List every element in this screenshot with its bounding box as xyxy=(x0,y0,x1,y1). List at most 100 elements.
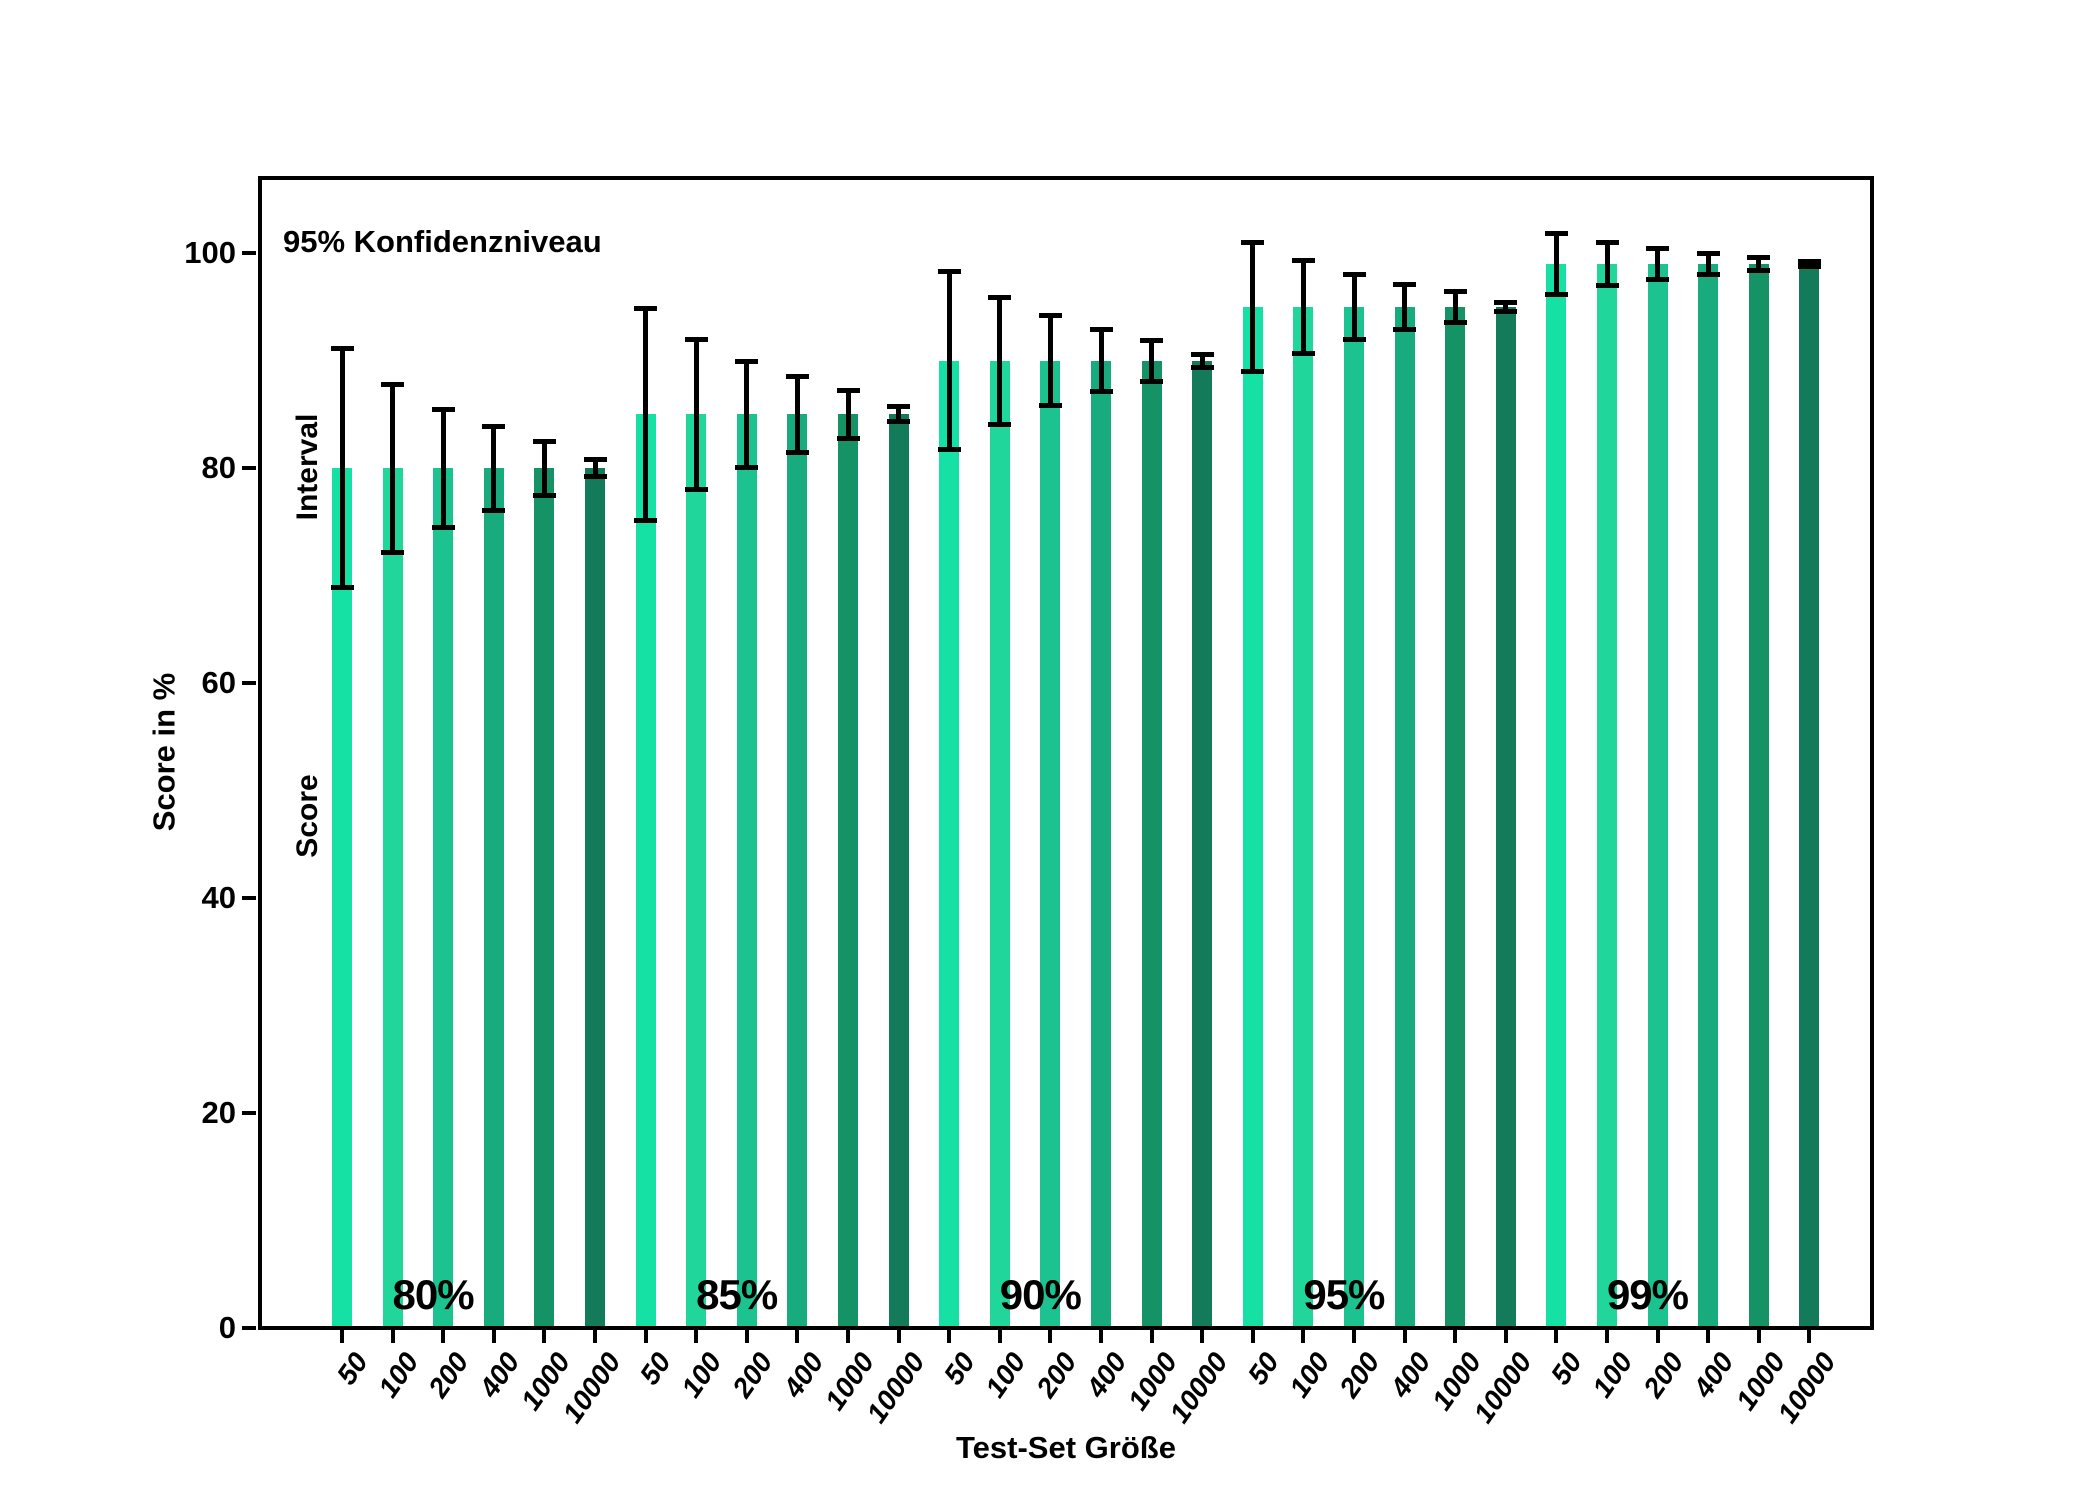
x-tick-mark-11 xyxy=(896,1330,901,1343)
x-tick-mark-3 xyxy=(491,1330,496,1343)
x-tick-mark-8 xyxy=(744,1330,749,1343)
score-annotation: Score xyxy=(291,774,324,858)
y-tick-label-80: 80 xyxy=(201,450,236,486)
error-cap-bottom-99-400 xyxy=(1696,272,1720,278)
y-tick-label-100: 100 xyxy=(184,235,236,271)
error-cap-bottom-99-200 xyxy=(1646,276,1670,282)
error-cap-bottom-90-200 xyxy=(1038,403,1062,409)
x-tick-label-7: 100 xyxy=(675,1346,728,1403)
error-cap-bottom-99-1000 xyxy=(1747,267,1771,273)
error-bar-90-100 xyxy=(997,297,1003,425)
error-cap-top-99-200 xyxy=(1646,246,1670,252)
x-tick-mark-25 xyxy=(1605,1330,1609,1343)
error-cap-top-90-1000 xyxy=(1140,337,1164,343)
x-tick-mark-21 xyxy=(1402,1330,1407,1343)
bar-85-50 xyxy=(635,414,656,1330)
error-cap-top-85-50 xyxy=(634,305,658,311)
error-bar-99-50 xyxy=(1553,233,1559,295)
error-cap-top-80-10000 xyxy=(583,457,607,463)
bar-80-10000 xyxy=(585,468,605,1330)
error-bar-95-10000 xyxy=(1503,302,1509,312)
bar-99-10000 xyxy=(1799,263,1820,1330)
bar-95-400 xyxy=(1394,306,1415,1330)
error-bar-90-50 xyxy=(946,271,952,450)
error-bar-99-1000 xyxy=(1756,257,1762,271)
x-tick-label-2: 200 xyxy=(422,1346,475,1403)
x-tick-mark-1 xyxy=(390,1330,395,1343)
x-tick-mark-5 xyxy=(593,1330,597,1343)
error-cap-bottom-95-1000 xyxy=(1443,319,1467,325)
x-tick-mark-17 xyxy=(1200,1330,1205,1343)
error-cap-top-85-100 xyxy=(684,336,708,342)
x-tick-mark-16 xyxy=(1149,1330,1154,1343)
x-tick-label-1: 100 xyxy=(372,1346,425,1403)
error-cap-top-99-100 xyxy=(1595,239,1619,245)
error-cap-top-90-10000 xyxy=(1190,351,1214,357)
error-cap-top-90-400 xyxy=(1089,327,1113,333)
bar-85-200 xyxy=(736,414,757,1330)
bar-80-50 xyxy=(332,468,352,1330)
y-axis-label: Score in % xyxy=(146,672,182,832)
bar-90-50 xyxy=(939,360,960,1330)
bar-90-400 xyxy=(1091,360,1111,1330)
error-cap-bottom-80-1000 xyxy=(532,492,556,498)
bar-99-400 xyxy=(1698,263,1719,1330)
error-cap-bottom-99-100 xyxy=(1595,282,1619,288)
x-tick-label-20: 200 xyxy=(1333,1346,1386,1403)
x-tick-mark-24 xyxy=(1554,1330,1559,1343)
group-label-85: 85% xyxy=(696,1271,778,1318)
error-cap-bottom-85-200 xyxy=(735,464,759,470)
bar-90-100 xyxy=(989,360,1010,1330)
error-bar-90-10000 xyxy=(1199,354,1205,368)
bar-90-1000 xyxy=(1141,360,1162,1330)
x-tick-label-6: 50 xyxy=(634,1346,678,1391)
x-tick-mark-28 xyxy=(1756,1330,1761,1343)
error-cap-top-95-10000 xyxy=(1494,300,1518,306)
error-cap-bottom-99-10000 xyxy=(1797,263,1821,269)
error-cap-top-95-50 xyxy=(1241,239,1265,245)
x-tick-mark-14 xyxy=(1048,1330,1053,1343)
bar-80-1000 xyxy=(534,468,555,1330)
group-label-99: 99% xyxy=(1606,1271,1689,1318)
error-cap-bottom-85-50 xyxy=(634,518,658,524)
error-cap-top-80-1000 xyxy=(532,438,556,444)
x-tick-mark-2 xyxy=(441,1330,446,1343)
error-cap-bottom-80-50 xyxy=(330,584,354,590)
x-tick-label-14: 200 xyxy=(1029,1346,1083,1403)
error-bar-95-1000 xyxy=(1452,291,1458,322)
bar-99-200 xyxy=(1647,263,1668,1330)
error-cap-top-95-200 xyxy=(1342,272,1366,278)
error-cap-bottom-95-10000 xyxy=(1494,308,1518,314)
error-cap-bottom-80-400 xyxy=(482,507,506,513)
bar-80-100 xyxy=(382,468,403,1330)
group-label-90: 90% xyxy=(999,1271,1082,1318)
group-label-80: 80% xyxy=(392,1271,475,1318)
error-cap-bottom-85-1000 xyxy=(836,435,860,441)
error-bar-90-1000 xyxy=(1149,340,1155,382)
y-tick-mark-80 xyxy=(242,466,256,471)
y-tick-label-40: 40 xyxy=(201,880,236,916)
x-tick-mark-23 xyxy=(1503,1330,1508,1343)
confidence-level-annotation: 95% Konfidenzniveau xyxy=(283,224,602,259)
bar-85-400 xyxy=(787,414,808,1330)
x-tick-mark-10 xyxy=(846,1330,850,1343)
error-cap-top-99-1000 xyxy=(1747,255,1771,261)
y-tick-mark-60 xyxy=(242,681,256,686)
error-cap-bottom-80-200 xyxy=(431,524,455,530)
error-bar-85-200 xyxy=(744,361,750,468)
error-bar-95-200 xyxy=(1351,274,1357,340)
error-cap-top-85-10000 xyxy=(887,404,911,410)
x-tick-label-24: 50 xyxy=(1544,1346,1589,1391)
bar-90-200 xyxy=(1040,360,1061,1330)
error-cap-bottom-80-100 xyxy=(381,549,405,555)
error-bar-85-400 xyxy=(794,376,800,453)
error-bar-80-1000 xyxy=(541,441,547,496)
error-cap-top-85-400 xyxy=(785,374,809,380)
y-tick-mark-40 xyxy=(242,896,256,901)
bar-95-200 xyxy=(1344,306,1364,1330)
error-cap-top-95-400 xyxy=(1393,281,1417,287)
error-bar-80-10000 xyxy=(592,459,598,477)
error-cap-bottom-85-400 xyxy=(785,449,809,455)
error-cap-bottom-85-10000 xyxy=(887,419,911,425)
x-tick-mark-9 xyxy=(795,1330,800,1343)
